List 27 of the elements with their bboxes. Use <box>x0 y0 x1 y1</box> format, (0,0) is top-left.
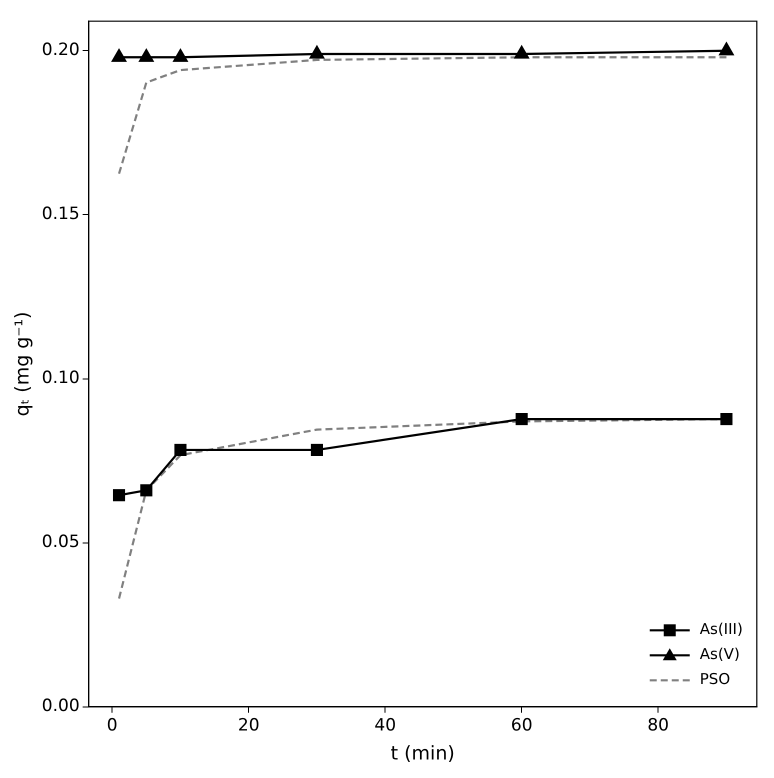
y-tick-label: 0.05 <box>42 532 80 552</box>
point <box>310 46 324 59</box>
legend-label: As(V) <box>700 645 740 664</box>
point <box>310 444 323 456</box>
point <box>514 46 529 59</box>
point <box>173 49 188 62</box>
x-tick-label: 20 <box>238 715 260 736</box>
x-tick-label: 60 <box>510 715 533 736</box>
x-axis-title: t (min) <box>390 742 455 765</box>
point <box>516 413 528 426</box>
legend-label: As(III) <box>700 620 743 638</box>
point <box>139 49 154 62</box>
y-tick-label: 0.15 <box>42 204 80 224</box>
point <box>174 444 186 456</box>
point <box>112 49 126 62</box>
y-axis-title: qₜ (mg g⁻¹) <box>11 312 34 416</box>
point <box>720 413 732 426</box>
legend-label: PSO <box>700 670 730 688</box>
point <box>140 484 152 496</box>
y-tick-label: 0.00 <box>42 696 80 716</box>
point <box>719 42 734 56</box>
y-tick-label: 0.20 <box>42 40 80 60</box>
y-tick-label: 0.10 <box>42 368 80 388</box>
x-tick-label: 0 <box>106 715 118 736</box>
x-tick-label: 80 <box>647 715 669 736</box>
x-tick-label: 40 <box>374 715 396 736</box>
point <box>112 489 126 502</box>
